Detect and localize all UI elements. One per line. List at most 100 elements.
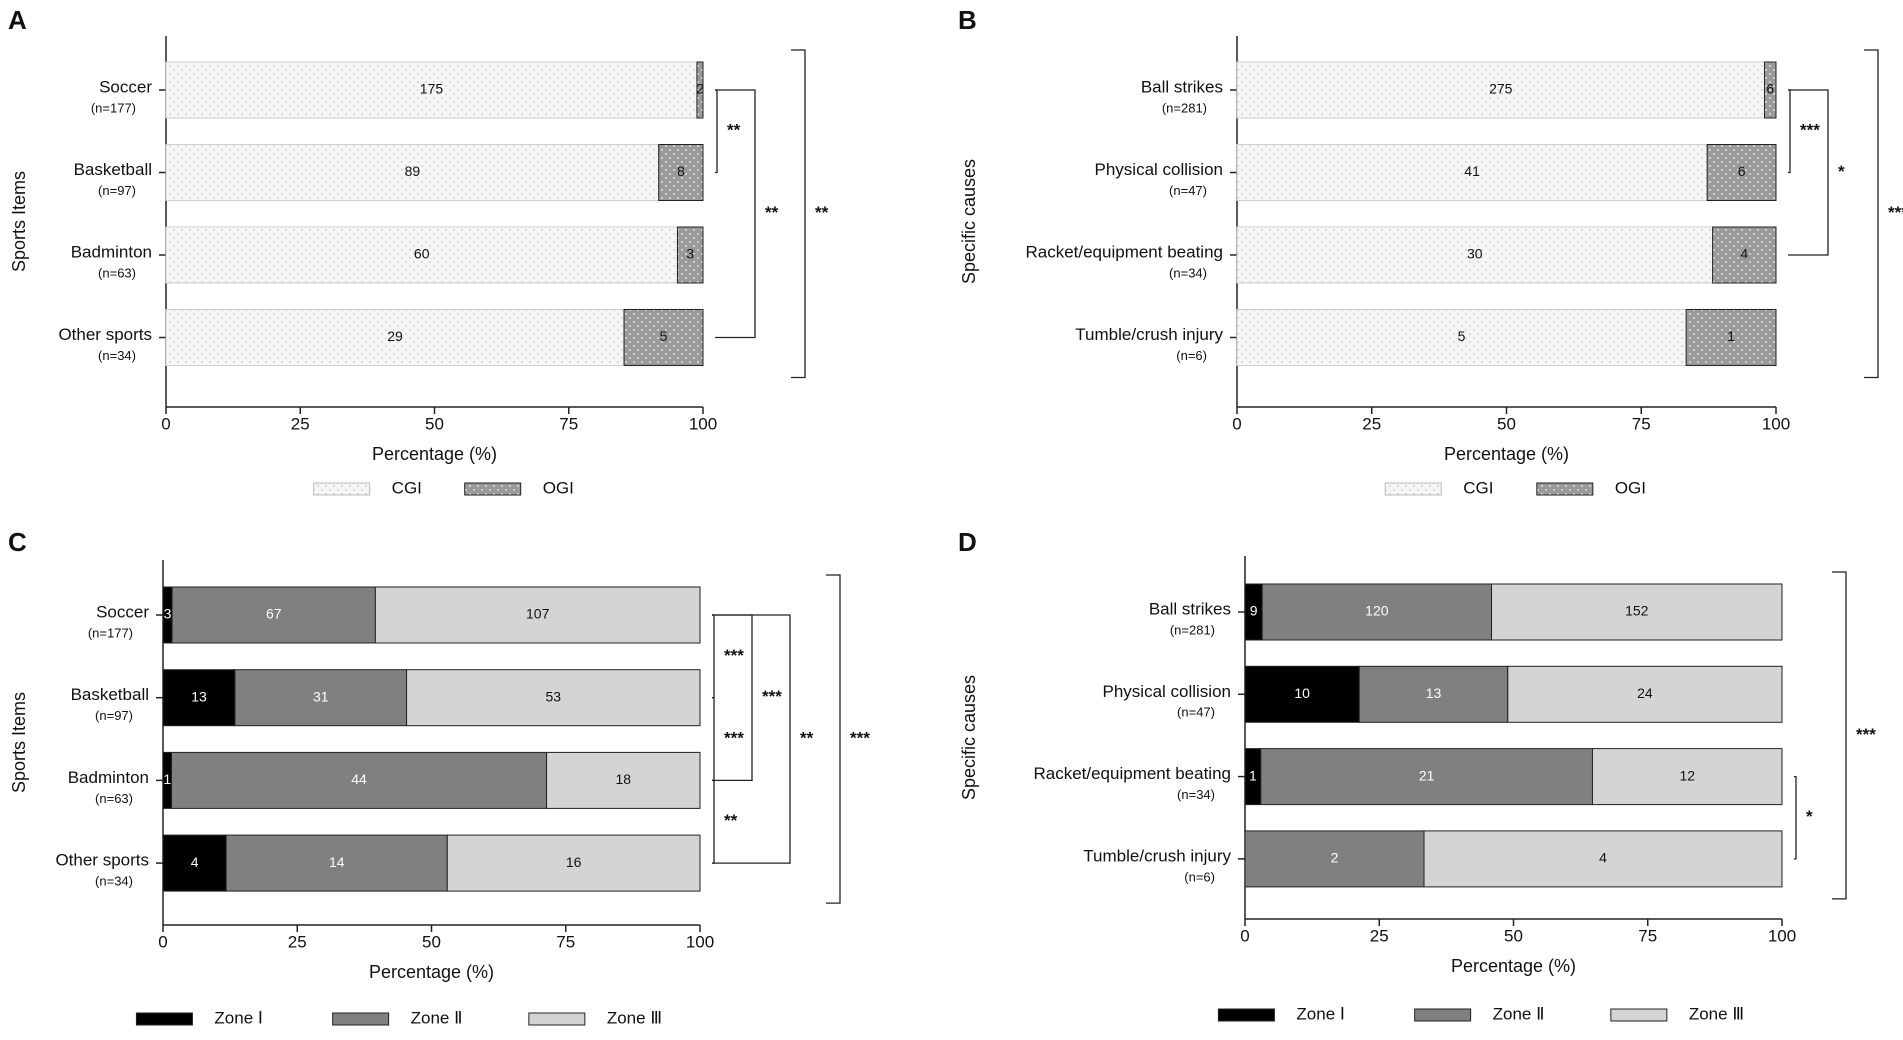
x-tick-label: 75 <box>1632 414 1651 433</box>
category-note: (n=6) <box>1184 869 1215 884</box>
significance-label: *** <box>724 646 744 665</box>
significance-bracket <box>791 49 806 379</box>
category-label: Badminton <box>71 242 152 261</box>
significance-bracket <box>1794 775 1797 860</box>
category-label: Basketball <box>71 685 149 704</box>
category-note: (n=63) <box>98 265 136 280</box>
value-label: 1 <box>163 771 171 787</box>
category-note: (n=177) <box>88 625 133 640</box>
x-tick-label: 25 <box>291 414 310 433</box>
bar-segment <box>1763 61 1777 119</box>
x-tick-label: 50 <box>425 414 444 433</box>
value-label: 152 <box>1625 603 1649 619</box>
legend-label: Zone Ⅰ <box>214 1008 262 1027</box>
bar-segment <box>406 669 701 727</box>
value-label: 2 <box>1331 850 1339 866</box>
category-label: Physical collision <box>1103 682 1232 701</box>
bar-segment <box>162 669 236 727</box>
significance-bracket <box>712 614 791 864</box>
value-label: 6 <box>1766 81 1774 97</box>
significance-bracket <box>712 614 753 782</box>
x-tick-label: 0 <box>161 414 170 433</box>
legend-label: CGI <box>392 478 422 497</box>
category-label: Other sports <box>58 325 152 344</box>
bar-segment <box>1236 144 1708 201</box>
y-axis-title: Sports Items <box>9 692 29 793</box>
bar-segment <box>696 61 704 119</box>
legend-swatch <box>464 482 522 496</box>
category-label: Ball strikes <box>1141 77 1223 96</box>
significance-bracket <box>1832 571 1847 900</box>
significance-label: ** <box>727 121 741 140</box>
category-label: Racket/equipment beating <box>1025 242 1223 261</box>
value-label: 29 <box>387 328 403 344</box>
category-note: (n=281) <box>1162 100 1207 115</box>
significance-bracket <box>715 89 756 339</box>
category-note: (n=177) <box>91 100 136 115</box>
bar-segment <box>171 586 376 644</box>
x-tick-label: 50 <box>1497 414 1516 433</box>
bar-segment <box>1706 144 1777 201</box>
legend-swatch <box>135 1012 193 1026</box>
bar-segment <box>1712 226 1777 284</box>
x-axis-title: Percentage (%) <box>1451 956 1576 976</box>
value-label: 13 <box>1426 685 1442 701</box>
legend-swatch <box>313 482 371 496</box>
bar-segment <box>1236 309 1687 366</box>
bar-segment <box>165 61 698 119</box>
x-tick-label: 0 <box>1232 414 1241 433</box>
value-label: 9 <box>1250 603 1258 619</box>
significance-label: *** <box>1856 725 1876 744</box>
bar-segment <box>1236 61 1765 119</box>
panel-label: A <box>8 5 27 35</box>
legend-label: CGI <box>1463 478 1493 497</box>
value-label: 3 <box>686 246 694 262</box>
bar-segment <box>1244 830 1425 888</box>
value-label: 6 <box>1738 163 1746 179</box>
value-label: 13 <box>191 688 207 704</box>
value-label: 53 <box>546 688 562 704</box>
value-label: 4 <box>1599 850 1607 866</box>
significance-label: *** <box>1800 121 1820 140</box>
category-label: Racket/equipment beating <box>1033 764 1231 783</box>
bar-segment <box>1423 830 1783 888</box>
significance-bracket <box>826 574 841 904</box>
significance-bracket <box>712 779 715 864</box>
significance-label: *** <box>724 729 744 748</box>
category-label: Basketball <box>74 160 152 179</box>
significance-label: * <box>1838 162 1845 181</box>
bar-segment <box>676 226 704 284</box>
significance-label: ** <box>815 203 829 222</box>
significance-label: ** <box>724 811 738 830</box>
significance-bracket <box>1788 89 1791 174</box>
value-label: 4 <box>191 854 199 870</box>
legend-label: Zone Ⅲ <box>607 1008 662 1027</box>
value-label: 275 <box>1489 81 1513 97</box>
value-label: 2 <box>696 81 704 97</box>
x-tick-label: 100 <box>689 414 717 433</box>
y-axis-title: Specific causes <box>959 159 979 284</box>
bar-segment <box>1491 583 1783 641</box>
legend-swatch <box>1610 1008 1668 1022</box>
bar-segment <box>162 834 227 892</box>
category-label: Badminton <box>68 768 149 787</box>
category-note: (n=34) <box>1169 265 1207 280</box>
bar-segment <box>234 669 408 727</box>
value-label: 18 <box>615 771 631 787</box>
significance-label: *** <box>1888 203 1903 222</box>
category-note: (n=97) <box>95 708 133 723</box>
category-note: (n=34) <box>98 348 136 363</box>
bar-segment <box>225 834 448 892</box>
category-note: (n=6) <box>1176 348 1207 363</box>
x-axis-title: Percentage (%) <box>372 444 497 464</box>
bar-segment <box>171 751 548 809</box>
x-tick-label: 75 <box>556 932 575 951</box>
panel-label: B <box>958 5 977 35</box>
value-label: 41 <box>1464 163 1480 179</box>
significance-label: ** <box>765 203 779 222</box>
category-note: (n=47) <box>1169 183 1207 198</box>
legend-swatch <box>1536 482 1594 496</box>
bar-segment <box>1507 665 1783 723</box>
x-tick-label: 100 <box>1768 926 1796 945</box>
